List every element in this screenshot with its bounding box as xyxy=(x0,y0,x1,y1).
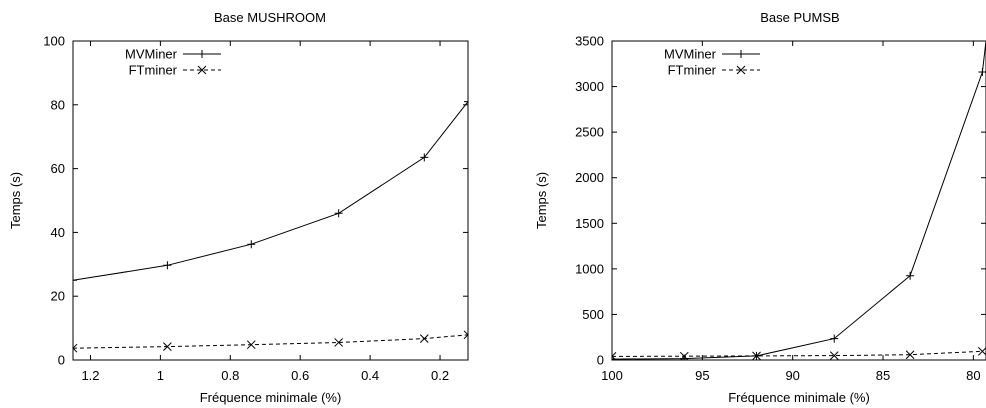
data-point-ftminer xyxy=(978,346,986,356)
plot-frame xyxy=(72,40,469,361)
x-tick-label: 1 xyxy=(157,368,164,383)
legend-label: MVMiner xyxy=(125,47,178,62)
legend-marker xyxy=(736,65,746,75)
data-point-ftminer xyxy=(334,338,344,347)
legend-marker xyxy=(197,65,207,75)
x-axis-label: Fréquence minimale (%) xyxy=(728,390,870,405)
x-tick-label: 80 xyxy=(966,368,980,383)
data-point-mvminer xyxy=(334,209,343,218)
series-mvminer xyxy=(612,41,986,360)
data-point-ftminer xyxy=(752,351,761,360)
series-mvminer xyxy=(73,97,468,285)
data-point-mvminer xyxy=(420,153,429,162)
legend-marker xyxy=(198,50,206,58)
y-axis-label: Temps (s) xyxy=(8,172,23,229)
x-tick-label: 1.2 xyxy=(81,368,99,383)
plot-frame xyxy=(611,40,986,361)
legend-marker xyxy=(737,50,745,58)
y-tick-label: 100 xyxy=(43,34,65,49)
y-tick-label: 2000 xyxy=(575,170,604,185)
x-tick-label: 0.4 xyxy=(361,368,379,383)
y-tick-label: 80 xyxy=(51,97,65,112)
y-tick-label: 40 xyxy=(51,225,65,240)
y-tick-label: 2500 xyxy=(575,125,604,140)
x-tick-label: 100 xyxy=(601,368,623,383)
y-tick-label: 1000 xyxy=(575,261,604,276)
chart-title: Base MUSHROOM xyxy=(214,10,326,25)
x-tick-label: 0.8 xyxy=(221,368,239,383)
series-line-ftminer xyxy=(73,334,468,349)
y-tick-label: 3500 xyxy=(575,34,604,49)
series-line-ftminer xyxy=(612,350,983,357)
chart-mushroom: Base MUSHROOM 0 20 40 60 80 100 1.2 1 0.8 0.6 0.4 0.… xyxy=(8,10,469,405)
data-point-mvminer xyxy=(163,261,172,270)
y-axis-label: Temps (s) xyxy=(534,172,549,229)
data-point-ftminer xyxy=(463,330,468,340)
data-point-ftminer xyxy=(679,351,689,360)
data-point-ftminer xyxy=(163,342,172,351)
data-point-ftminer xyxy=(905,350,915,360)
data-point-ftminer xyxy=(829,351,839,360)
y-tick-label: 3000 xyxy=(575,79,604,94)
y-tick-label: 0 xyxy=(597,353,604,368)
x-tick-label: 95 xyxy=(695,368,709,383)
data-point-mvminer xyxy=(247,240,256,249)
x-tick-label: 90 xyxy=(785,368,799,383)
y-tick-label: 60 xyxy=(51,161,65,176)
x-tick-label: 0.2 xyxy=(431,368,449,383)
series-ftminer xyxy=(612,346,986,360)
y-tick-label: 20 xyxy=(51,289,65,304)
data-point-ftminer xyxy=(246,340,256,350)
data-point-mvminer xyxy=(73,276,77,285)
legend-label: MVMiner xyxy=(664,47,717,62)
data-point-mvminer xyxy=(978,67,986,76)
x-tick-label: 0.6 xyxy=(291,368,309,383)
y-tick-label: 0 xyxy=(58,353,65,368)
y-tick-label: 500 xyxy=(582,307,604,322)
series-line-mvminer xyxy=(612,41,986,360)
data-point-ftminer xyxy=(73,343,78,353)
x-tick-label: 85 xyxy=(876,368,890,383)
data-point-mvminer xyxy=(830,334,839,343)
legend-label: FTminer xyxy=(668,63,717,78)
legend-label: FTminer xyxy=(129,63,178,78)
chart-pumsb: Base PUMSB 0 500 1000 1500 2000 2500 3000 3500 10… xyxy=(534,10,986,405)
data-point-ftminer xyxy=(419,334,429,343)
series-line-mvminer xyxy=(73,101,468,281)
chart-title: Base PUMSB xyxy=(760,10,839,25)
data-point-mvminer xyxy=(906,271,915,280)
data-point-mvminer xyxy=(464,97,468,106)
y-tick-label: 1500 xyxy=(575,216,604,231)
series-ftminer xyxy=(73,330,468,353)
x-axis-label: Fréquence minimale (%) xyxy=(200,390,342,405)
data-point-ftminer xyxy=(612,352,617,360)
